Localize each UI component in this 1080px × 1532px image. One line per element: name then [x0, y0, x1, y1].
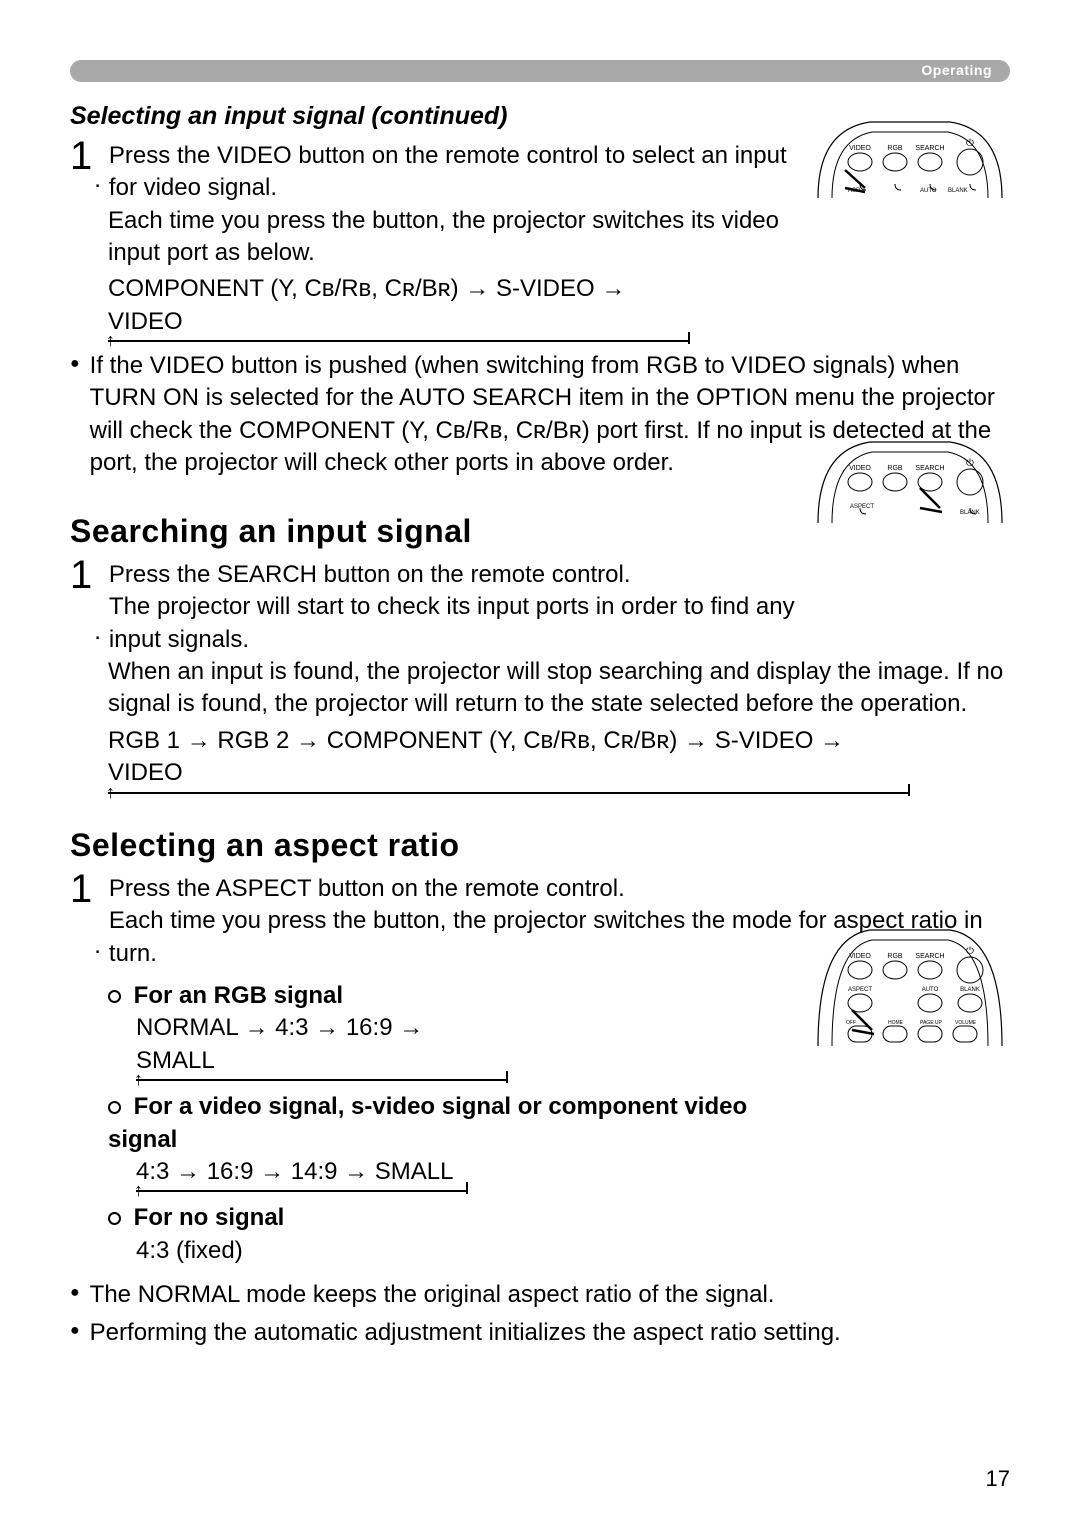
step-number: 1 [70, 555, 92, 595]
sequence-loop-line: ↑ [108, 792, 908, 794]
step-dot: . [94, 616, 101, 648]
header-label: Operating [921, 62, 992, 78]
circle-marker-icon [108, 1212, 121, 1225]
step1-text1: Press the VIDEO button on the remote con… [109, 142, 787, 201]
svg-text:OFF: OFF [846, 1020, 856, 1026]
step-dot: . [94, 930, 101, 962]
sub-video-title: For a video signal, s-video signal or co… [108, 1093, 747, 1152]
sequence-video: COMPONENT (Y, Cʙ/Rʙ, Cʀ/Bʀ) → S-VIDEO → … [108, 273, 688, 338]
sequence-loop-line: ↑ [108, 340, 688, 342]
search-line3: When an input is found, the projector wi… [108, 656, 1010, 721]
step-1-search: 1 . Press the SEARCH button on the remot… [70, 559, 1010, 656]
step-dot: . [94, 164, 101, 196]
svg-text:VOLUME: VOLUME [955, 1020, 977, 1026]
svg-text:SEARCH: SEARCH [915, 145, 944, 152]
aspect-line1: Press the ASPECT button on the remote co… [109, 873, 1010, 905]
svg-text:RGB: RGB [887, 465, 903, 472]
sub-video: For a video signal, s-video signal or co… [108, 1091, 808, 1192]
search-line1: Press the SEARCH button on the remote co… [109, 559, 809, 591]
svg-text:⏻: ⏻ [966, 458, 974, 469]
step-number: 1 [70, 869, 92, 909]
line-tail [506, 1071, 508, 1083]
svg-text:RGB: RGB [887, 145, 903, 152]
remote-illustration-aspect: VIDEO RGB SEARCH ⏻ ASPECT AUTO BLANK OFF… [810, 918, 1010, 1053]
svg-text:AUTO: AUTO [922, 987, 939, 993]
svg-text:SEARCH: SEARCH [915, 465, 944, 472]
step1-text2: Each time you press the button, the proj… [108, 205, 808, 270]
bullet-auto-text: Performing the automatic adjustment init… [90, 1317, 841, 1349]
circle-marker-icon [108, 1101, 121, 1114]
bullet-normal-text: The NORMAL mode keeps the original aspec… [90, 1279, 775, 1311]
header-bar: Operating [70, 60, 1010, 82]
svg-text:PAGE UP: PAGE UP [920, 1020, 943, 1026]
sub-rgb-seq: NORMAL → 4:3 → 16:9 → SMALL [136, 1012, 506, 1077]
step-number: 1 [70, 136, 92, 176]
svg-text:SEARCH: SEARCH [915, 953, 944, 960]
svg-text:⏻: ⏻ [966, 946, 974, 957]
svg-text:VIDEO: VIDEO [849, 465, 871, 472]
search-line2: The projector will start to check its in… [109, 591, 809, 656]
arrow-up-icon: ↑ [106, 328, 115, 352]
sequence-loop-line: ↑ [136, 1190, 466, 1192]
page-content: Selecting an input signal (continued) 1 … [70, 100, 1010, 1350]
remote-illustration-video: VIDEO RGB SEARCH ⏻ ASP AUTO BLANK [810, 110, 1010, 205]
sequence-search: RGB 1 → RGB 2 → COMPONENT (Y, Cʙ/Rʙ, Cʀ/… [108, 725, 908, 790]
line-tail [688, 332, 690, 344]
bullet-icon: ● [70, 1317, 80, 1349]
arrow-up-icon: ↑ [134, 1178, 143, 1202]
svg-text:AUTO: AUTO [920, 188, 937, 194]
arrow-up-icon: ↑ [134, 1067, 143, 1091]
bullet-auto: ● Performing the automatic adjustment in… [70, 1317, 1010, 1349]
svg-text:VIDEO: VIDEO [849, 953, 871, 960]
line-tail [908, 784, 910, 796]
svg-text:ASPECT: ASPECT [850, 504, 874, 510]
remote-illustration-search: VIDEO RGB SEARCH ⏻ ASPECT BLANK [810, 430, 1010, 530]
svg-text:BLANK: BLANK [960, 510, 980, 516]
svg-text:ASPECT: ASPECT [848, 987, 872, 993]
sequence-loop-line: ↑ [136, 1079, 506, 1081]
svg-text:RGB: RGB [887, 953, 903, 960]
sub-video-seq: 4:3 → 16:9 → 14:9 → SMALL [136, 1156, 466, 1188]
bullet-normal: ● The NORMAL mode keeps the original asp… [70, 1279, 1010, 1311]
sub-nosignal-seq: 4:3 (fixed) [136, 1235, 1010, 1267]
circle-marker-icon [108, 990, 121, 1003]
page-number: 17 [986, 1466, 1010, 1492]
bullet-icon: ● [70, 350, 80, 480]
bullet-icon: ● [70, 1279, 80, 1311]
svg-text:BLANK: BLANK [960, 987, 980, 993]
svg-text:HOME: HOME [888, 1020, 904, 1026]
sub-nosignal-title: For no signal [134, 1204, 285, 1231]
line-tail [466, 1182, 468, 1194]
svg-text:BLANK: BLANK [948, 188, 968, 194]
heading-aspect: Selecting an aspect ratio [70, 824, 1010, 867]
arrow-up-icon: ↑ [106, 780, 115, 804]
svg-text:⏻: ⏻ [966, 138, 974, 149]
sub-rgb-title: For an RGB signal [134, 982, 343, 1009]
sub-nosignal: For no signal 4:3 (fixed) [108, 1202, 1010, 1267]
svg-text:VIDEO: VIDEO [849, 145, 871, 152]
